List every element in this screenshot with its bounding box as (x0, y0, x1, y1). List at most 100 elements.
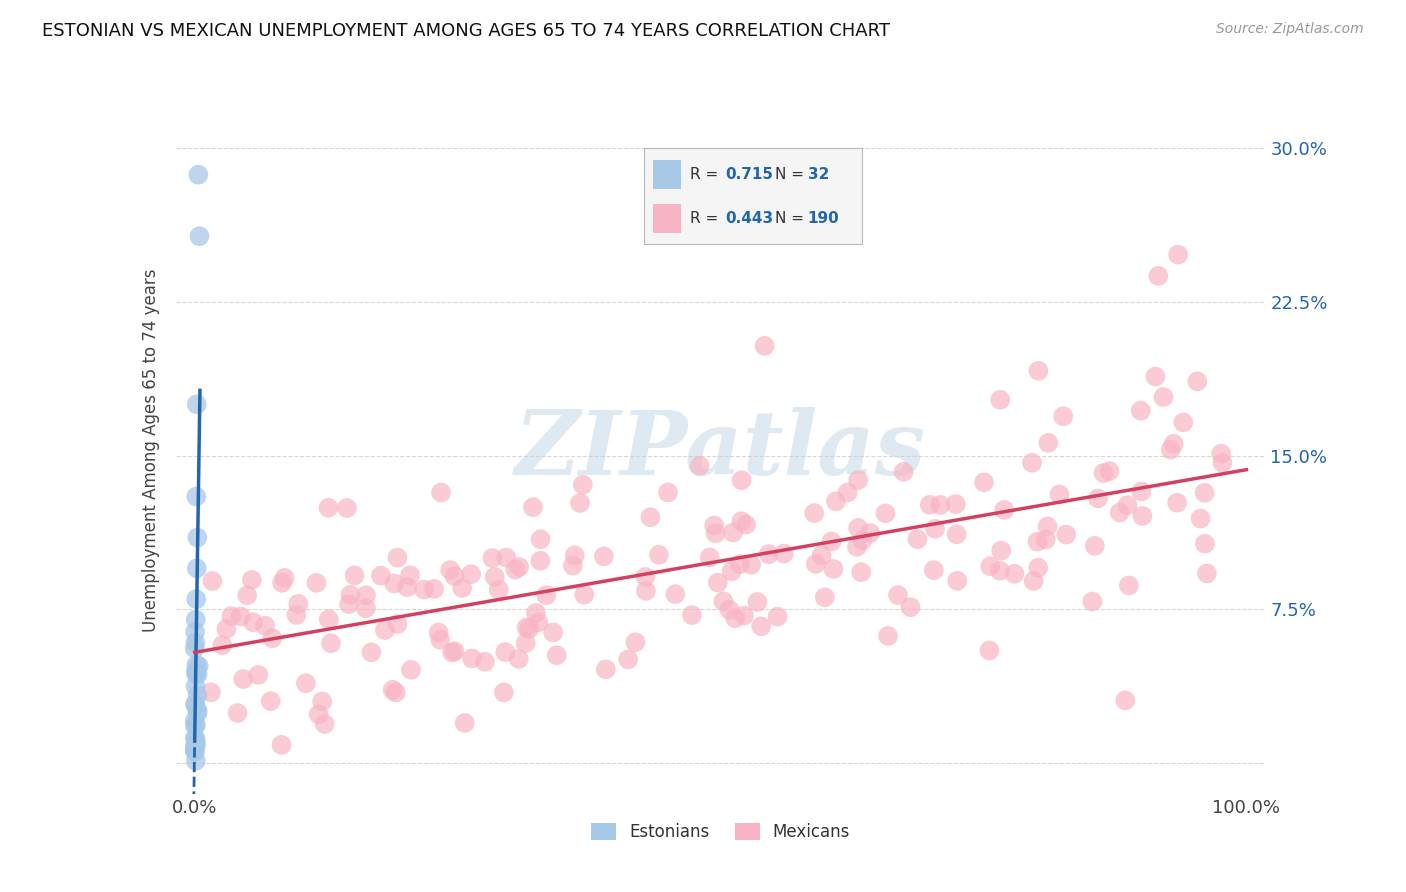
Point (859, 526, 882, 541)
Point (546, 648, 568, 663)
Point (624, 635, 647, 649)
Point (657, 485, 679, 500)
Point (494, 645, 516, 659)
Point (569, 496, 592, 510)
Point (979, 643, 1001, 657)
Point (945, 527, 967, 541)
Point (454, 715, 477, 730)
Point (721, 525, 744, 540)
Point (184, 698, 207, 712)
Point (529, 554, 551, 568)
Point (893, 465, 915, 479)
Point (184, 718, 207, 732)
Point (1116, 498, 1139, 512)
Point (1036, 519, 1059, 533)
Point (595, 662, 617, 676)
Point (1194, 485, 1216, 500)
Point (1092, 466, 1115, 480)
Point (522, 500, 544, 515)
Point (387, 617, 409, 632)
Point (703, 518, 725, 533)
Point (1028, 364, 1050, 378)
Point (648, 548, 671, 562)
Point (186, 397, 208, 411)
Point (711, 594, 734, 608)
Point (946, 574, 969, 588)
Text: 32: 32 (808, 167, 830, 182)
Point (706, 575, 728, 590)
Point (311, 694, 333, 708)
Point (929, 498, 952, 512)
Point (724, 611, 747, 625)
Point (515, 636, 537, 650)
Point (481, 551, 503, 566)
Text: ESTONIAN VS MEXICAN UNEMPLOYMENT AMONG AGES 65 TO 74 YEARS CORRELATION CHART: ESTONIAN VS MEXICAN UNEMPLOYMENT AMONG A… (42, 22, 890, 40)
Point (979, 559, 1001, 574)
Text: Source: ZipAtlas.com: Source: ZipAtlas.com (1216, 22, 1364, 37)
Point (924, 522, 946, 536)
Point (226, 706, 249, 720)
Point (1084, 539, 1107, 553)
Point (990, 543, 1012, 558)
Point (451, 581, 474, 595)
Point (541, 625, 564, 640)
Point (187, 703, 209, 717)
Point (337, 597, 360, 611)
Point (1087, 491, 1109, 506)
Point (1195, 566, 1218, 581)
Point (529, 533, 551, 547)
Point (184, 754, 207, 768)
Point (740, 558, 762, 572)
Text: N =: N = (775, 211, 808, 226)
Point (399, 568, 422, 582)
Point (287, 597, 309, 611)
Point (810, 549, 832, 563)
Point (823, 562, 845, 576)
Point (184, 665, 207, 679)
Point (188, 229, 211, 244)
Point (262, 632, 284, 646)
Point (221, 609, 243, 624)
Point (527, 615, 550, 630)
Point (308, 707, 330, 722)
Point (1130, 484, 1153, 499)
Point (747, 595, 769, 609)
Point (1153, 390, 1175, 404)
Point (1026, 560, 1049, 574)
Point (772, 547, 794, 561)
Point (803, 506, 825, 520)
Point (845, 540, 868, 554)
Point (186, 657, 208, 672)
Point (423, 582, 446, 596)
Point (905, 532, 928, 546)
Point (318, 612, 340, 626)
Point (1108, 506, 1130, 520)
Point (354, 588, 377, 602)
Point (184, 613, 207, 627)
Point (837, 485, 859, 500)
Point (1167, 247, 1189, 261)
Point (184, 719, 207, 733)
Point (461, 651, 484, 665)
Text: 0.443: 0.443 (725, 211, 773, 226)
Point (814, 591, 837, 605)
Point (699, 550, 721, 565)
Point (640, 510, 662, 524)
Point (413, 582, 436, 597)
Point (374, 623, 396, 637)
Point (1004, 566, 1026, 581)
Point (634, 584, 657, 599)
Point (236, 588, 259, 602)
Point (187, 659, 209, 673)
Point (524, 606, 547, 620)
Point (427, 625, 450, 640)
Point (1081, 594, 1104, 608)
Point (441, 646, 464, 660)
Point (184, 679, 207, 693)
Point (1160, 442, 1182, 457)
Point (704, 526, 727, 541)
Point (184, 641, 207, 656)
Point (305, 575, 328, 590)
Point (561, 558, 583, 573)
Point (184, 635, 207, 649)
